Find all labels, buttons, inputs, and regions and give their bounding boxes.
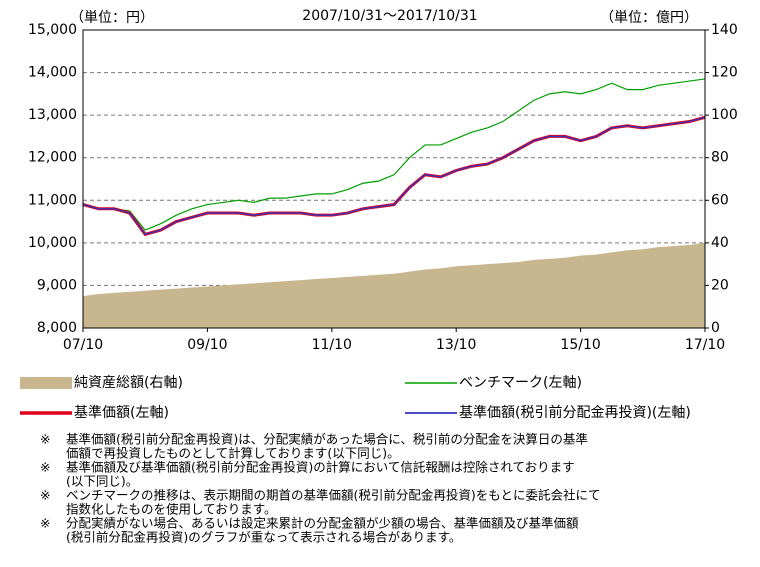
note-text: ベンチマークの推移は、表示期間の期首の基準価額(税引前分配金再投資)をもとに委託… bbox=[66, 488, 601, 503]
note-text: 価額で再投資したものとして計算しております(以下同じ)。 bbox=[66, 446, 400, 461]
legend-label: 純資産総額(右軸) bbox=[74, 375, 183, 391]
legend-swatch bbox=[20, 377, 72, 389]
y2-tick-label: 60 bbox=[711, 192, 729, 208]
y-tick-label: 8,000 bbox=[37, 320, 77, 336]
y2-tick-label: 140 bbox=[711, 22, 738, 38]
note-text: 基準価額及び基準価額(税引前分配金再投資)の計算において信託報酬は控除されており… bbox=[66, 460, 575, 475]
y-tick-label: 11,000 bbox=[28, 192, 77, 208]
y2-tick-label: 80 bbox=[711, 150, 729, 166]
line bbox=[82, 78, 706, 231]
chart-title: 2007/10/31～2017/10/31 bbox=[302, 8, 477, 24]
y2-tick-label: 0 bbox=[711, 320, 720, 336]
legend-label: ベンチマーク(左軸) bbox=[459, 375, 582, 391]
x-tick-label: 15/10 bbox=[560, 337, 600, 353]
y-tick-label: 14,000 bbox=[28, 65, 77, 81]
y-tick-label: 9,000 bbox=[37, 277, 77, 293]
y-tick-label: 12,000 bbox=[28, 150, 77, 166]
note-mark: ※ bbox=[40, 432, 50, 447]
x-tick-label: 13/10 bbox=[436, 337, 476, 353]
x-tick-label: 07/10 bbox=[63, 337, 103, 353]
area bbox=[83, 242, 705, 328]
y2-tick-label: 120 bbox=[711, 65, 738, 81]
note-mark: ※ bbox=[40, 460, 50, 475]
note-text: 分配実績がない場合、あるいは設定来累計の分配金額が少額の場合、基準価額及び基準価… bbox=[66, 516, 579, 531]
note-text: 基準価額(税引前分配金再投資)は、分配実績があった場合に、税引前の分配金を決算日… bbox=[66, 432, 588, 447]
y-tick-label: 13,000 bbox=[28, 107, 77, 123]
line bbox=[82, 115, 706, 237]
legend-label: 基準価額(税引前分配金再投資)(左軸) bbox=[459, 404, 691, 421]
y2-tick-label: 40 bbox=[711, 235, 729, 251]
note-mark: ※ bbox=[40, 488, 50, 503]
plot-border bbox=[82, 29, 706, 329]
x-tick-label: 17/10 bbox=[685, 337, 725, 353]
legend-label: 基準価額(左軸) bbox=[74, 404, 169, 421]
y2-tick-label: 100 bbox=[711, 107, 738, 123]
x-tick-label: 09/10 bbox=[187, 337, 227, 353]
y2-tick-label: 20 bbox=[711, 277, 729, 293]
note-text: 指数化したものを使用しております。 bbox=[66, 502, 277, 517]
note-text: (税引前分配金再投資)のグラフが重なって表示される場合があります。 bbox=[66, 530, 461, 545]
y-axis-label: （単位：円） bbox=[70, 10, 154, 26]
y-tick-label: 15,000 bbox=[28, 22, 77, 38]
line bbox=[82, 116, 706, 236]
note-text: (以下同じ)。 bbox=[66, 474, 138, 489]
note-mark: ※ bbox=[40, 516, 50, 531]
x-tick-label: 11/10 bbox=[312, 337, 352, 353]
y2-axis-label: （単位：億円） bbox=[600, 10, 698, 26]
y-tick-label: 10,000 bbox=[28, 235, 77, 251]
